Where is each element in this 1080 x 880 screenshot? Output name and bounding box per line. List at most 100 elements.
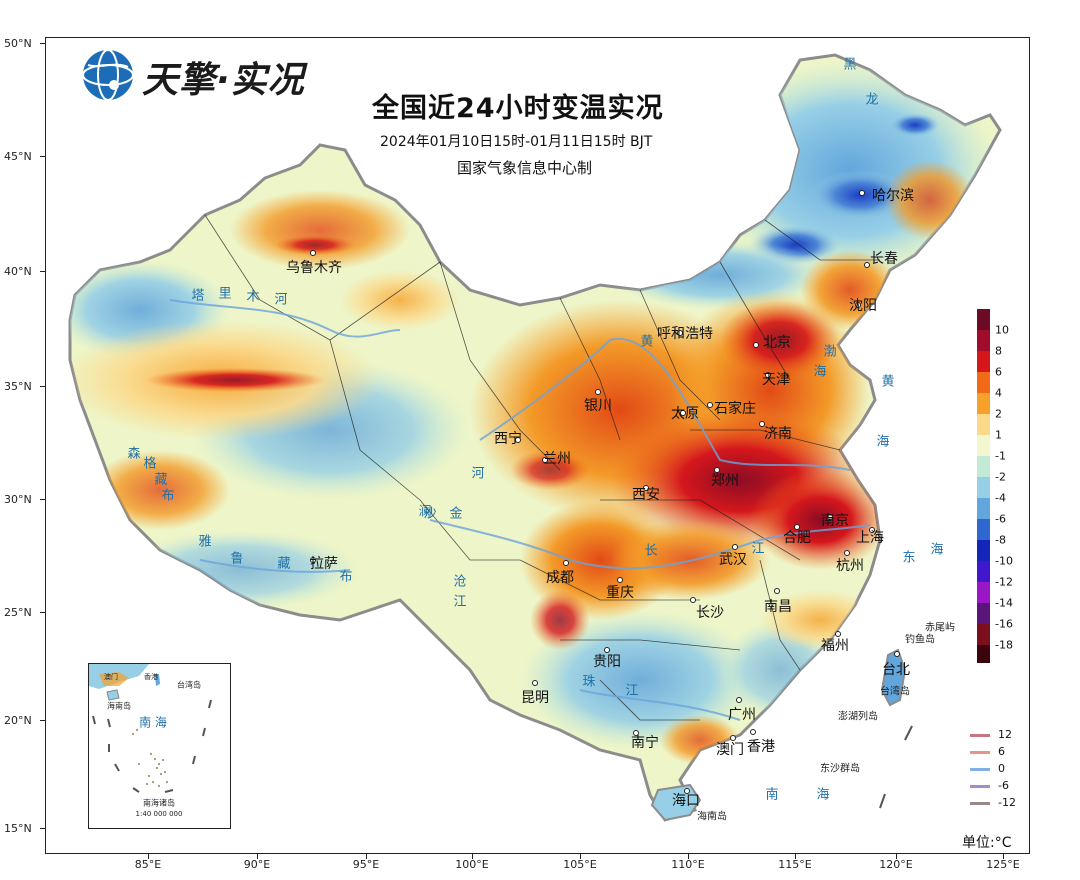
- lat-label: 25°N: [4, 606, 32, 619]
- lat-label: 40°N: [4, 265, 32, 278]
- inset-label-xianggang: 香港: [144, 673, 158, 681]
- legend-swatch: [977, 603, 990, 624]
- legend-label: -18: [995, 638, 1013, 652]
- river-label-lancang: 江: [453, 594, 467, 610]
- lat-label: 20°N: [4, 714, 32, 727]
- city-label-xian: 西安: [632, 487, 660, 503]
- legend-swatch: [977, 477, 990, 498]
- legend-label: -12: [995, 575, 1013, 589]
- legend-swatch: [977, 351, 990, 372]
- lon-label: 85°E: [134, 858, 162, 871]
- legend-swatch: [977, 498, 990, 519]
- legend-label: -10: [995, 554, 1013, 568]
- river-label-yellow: 黄: [640, 334, 654, 350]
- inset-label-aomen: 澳门: [104, 673, 118, 681]
- legend-swatch: [977, 309, 990, 330]
- city-label-taibei: 台北: [882, 662, 910, 678]
- isoline-label: 0: [998, 762, 1005, 775]
- island-label-chiweiyu: 赤尾屿: [925, 622, 955, 634]
- river-label-yellow: 河: [471, 466, 485, 482]
- city-label-taiyuan: 太原: [671, 406, 699, 422]
- isoline-label: 6: [998, 745, 1005, 758]
- sea-label-nanhai: 海: [816, 787, 830, 803]
- legend-swatch: [977, 519, 990, 540]
- legend-swatch: [977, 435, 990, 456]
- city-label-changsha: 长沙: [696, 605, 724, 621]
- sea-label-bohai: 海: [813, 364, 827, 380]
- isoline-swatch: [970, 785, 990, 788]
- island-label-hainan: 海南岛: [697, 811, 727, 823]
- isoline-swatch: [970, 751, 990, 754]
- isoline-swatch: [970, 768, 990, 771]
- isoline-swatch: [970, 802, 990, 805]
- sea-label-nanhai: 南: [765, 787, 779, 803]
- legend-swatch: [977, 393, 990, 414]
- city-label-guangzhou: 广州: [728, 707, 756, 723]
- lon-label: 110°E: [671, 858, 705, 871]
- map-title: 全国近24小时变温实况: [372, 93, 664, 124]
- river-label-gelamu: 森: [127, 446, 141, 462]
- legend-label: -6: [995, 512, 1006, 526]
- map-subtitle: 2024年01月10日15时-01月11日15时 BJT: [380, 134, 653, 150]
- city-label-urumqi: 乌鲁木齐: [286, 260, 342, 276]
- city-label-wuhan: 武汉: [719, 552, 747, 568]
- river-label-tarim: 塔: [191, 288, 205, 304]
- city-label-xining: 西宁: [494, 431, 522, 447]
- river-label-tarim: 里: [218, 286, 232, 302]
- legend-label: 2: [995, 407, 1002, 421]
- river-label-yangtze: 长: [644, 543, 658, 559]
- inset-scale: 1:40 000 000: [135, 810, 183, 818]
- city-label-lasa: 拉萨: [310, 556, 338, 572]
- lat-label: 30°N: [4, 493, 32, 506]
- river-label-yarlung: 鲁: [230, 551, 244, 567]
- river-label-zhujiang: 珠: [582, 674, 596, 690]
- river-label-heilong: 龙: [865, 92, 879, 108]
- inset-map-graphic: [89, 664, 212, 793]
- legend-swatch: [977, 561, 990, 582]
- city-label-chongqing: 重庆: [606, 585, 634, 601]
- city-label-nanjing: 南京: [821, 513, 849, 529]
- legend-swatch: [977, 540, 990, 561]
- city-label-fuzhou: 福州: [821, 638, 849, 654]
- lon-label: 125°E: [986, 858, 1020, 871]
- province-boundaries: [204, 214, 880, 721]
- legend-label: 10: [995, 323, 1009, 337]
- city-label-jinan: 济南: [764, 426, 792, 442]
- river-label-lancang: 澜: [418, 504, 432, 520]
- legend-label: 1: [995, 428, 1002, 442]
- legend-swatch-end: [977, 645, 990, 663]
- sea-label-huanghai: 黄: [881, 374, 895, 390]
- lon-label: 100°E: [455, 858, 489, 871]
- river-label-tarim: 河: [274, 292, 288, 308]
- river-label-gelamu: 格: [143, 456, 157, 472]
- city-label-hefei: 合肥: [783, 530, 811, 546]
- sea-label-donghai: 东: [902, 550, 916, 566]
- inset-label-nanhai: 南 海: [139, 715, 167, 730]
- legend-label: 6: [995, 365, 1002, 379]
- unit-label: 单位:°C: [962, 835, 1012, 851]
- city-label-chengdu: 成都: [546, 570, 574, 586]
- city-label-zhengzhou: 郑州: [711, 473, 739, 489]
- city-label-harbin: 哈尔滨: [872, 188, 914, 204]
- city-label-shanghai: 上海: [856, 530, 884, 546]
- city-label-haikou: 海口: [672, 793, 700, 809]
- lon-label: 95°E: [352, 858, 380, 871]
- sea-label-bohai: 渤: [823, 344, 837, 360]
- city-label-nanchang: 南昌: [764, 599, 792, 615]
- river-label-jinsha: 沙: [423, 506, 437, 522]
- river-label-gelamu: 布: [161, 488, 175, 504]
- legend-label: 8: [995, 344, 1002, 358]
- tianqing-logo: [80, 47, 330, 107]
- lon-label: 105°E: [563, 858, 597, 871]
- legend-label: -8: [995, 533, 1006, 547]
- isoline-label: 12: [998, 728, 1012, 741]
- boundary-dashes: [879, 725, 913, 809]
- city-label-beijing: 北京: [763, 335, 791, 351]
- legend-label: -4: [995, 491, 1006, 505]
- logo-text: 天擎·实况: [142, 60, 305, 101]
- city-label-lanzhou: 兰州: [543, 451, 571, 467]
- isoline-label: -12: [998, 796, 1016, 809]
- legend-swatch: [977, 414, 990, 435]
- legend-label: -14: [995, 596, 1013, 610]
